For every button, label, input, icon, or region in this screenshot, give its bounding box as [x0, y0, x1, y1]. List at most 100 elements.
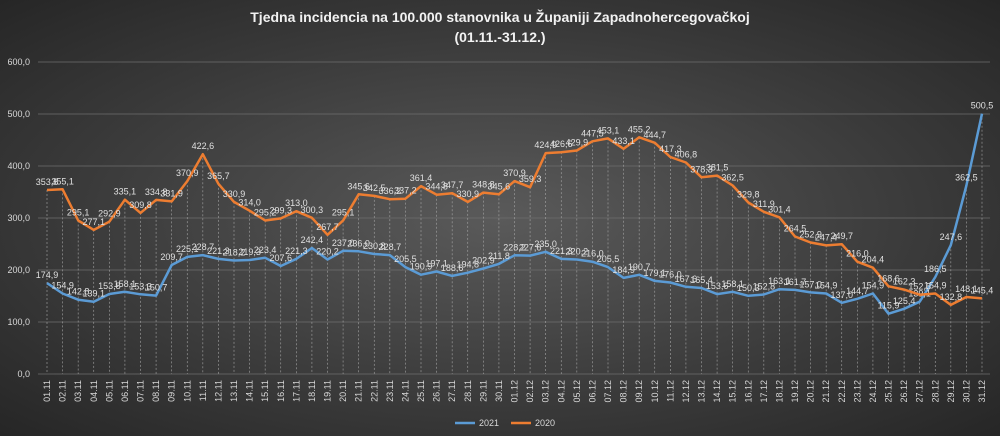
data-label: 194,8 — [456, 260, 479, 270]
data-label: 362,5 — [955, 173, 978, 183]
x-tick-label: 16.11 — [276, 380, 286, 402]
data-label: 205,5 — [394, 254, 417, 264]
data-label: 300,3 — [301, 205, 324, 215]
data-label: 218,2 — [223, 248, 246, 258]
data-label: 453,1 — [597, 125, 620, 135]
x-tick-label: 06.11 — [120, 380, 130, 402]
data-label: 154,9 — [815, 280, 838, 290]
x-tick-label: 18.12 — [774, 380, 784, 403]
data-label: 145,4 — [971, 285, 994, 295]
y-tick-label: 200,0 — [7, 265, 30, 275]
data-label: 190,7 — [628, 262, 651, 272]
data-label: 406,8 — [675, 149, 698, 159]
data-label: 230,8 — [363, 241, 386, 251]
series-line — [46, 136, 983, 307]
data-label: 154,9 — [924, 280, 947, 290]
x-tick-label: 14.11 — [245, 380, 255, 402]
data-label: 223,4 — [254, 245, 277, 255]
data-label: 295,2 — [254, 207, 277, 217]
data-label: 202,9 — [472, 255, 495, 265]
data-label: 207,6 — [269, 253, 292, 263]
data-label: 165,4 — [690, 275, 713, 285]
x-tick-label: 05.11 — [104, 380, 114, 402]
x-tick-label: 28.12 — [930, 380, 940, 403]
data-label: 162,3 — [893, 277, 916, 287]
data-label: 176,0 — [659, 269, 682, 279]
data-label: 361,4 — [410, 173, 433, 183]
data-label: 249,7 — [830, 231, 853, 241]
data-label: 378,3 — [690, 164, 713, 174]
data-label: 221,3 — [285, 246, 308, 256]
data-label: 153,8 — [98, 281, 121, 291]
y-tick-label: 0,0 — [17, 369, 30, 379]
data-label: 236,0 — [347, 238, 370, 248]
data-label: 344,8 — [425, 182, 448, 192]
legend-label: 2021 — [479, 418, 499, 428]
x-tick-label: 08.11 — [151, 380, 161, 402]
data-label: 163,1 — [768, 276, 791, 286]
data-label: 168,6 — [877, 273, 900, 283]
x-tick-label: 04.11 — [89, 380, 99, 402]
data-label: 301,4 — [768, 204, 791, 214]
x-tick-label: 29.12 — [946, 380, 956, 403]
data-label: 355,1 — [51, 176, 74, 186]
data-label: 337,2 — [394, 186, 417, 196]
x-tick-label: 21.12 — [821, 380, 831, 403]
data-label: 252,9 — [799, 229, 822, 239]
data-label: 228,7 — [192, 242, 215, 252]
x-tick-label: 25.12 — [884, 380, 894, 403]
data-label: 139,1 — [82, 289, 105, 299]
data-label: 152,8 — [753, 282, 776, 292]
data-label: 237,0 — [332, 238, 355, 248]
x-tick-label: 07.12 — [603, 380, 613, 403]
data-label: 150,3 — [737, 283, 760, 293]
data-label: 115,9 — [878, 301, 900, 311]
x-tick-label: 23.12 — [852, 380, 862, 403]
data-label: 429,9 — [566, 137, 589, 147]
data-label: 370,9 — [503, 168, 526, 178]
data-label: 264,5 — [784, 223, 807, 233]
data-label: 221,3 — [207, 246, 230, 256]
x-tick-label: 04.12 — [556, 380, 566, 403]
data-label: 211,8 — [488, 251, 510, 261]
x-tick-label: 12.11 — [213, 380, 223, 402]
data-label: 188,6 — [441, 263, 464, 273]
data-label: 455,2 — [628, 124, 651, 134]
data-label: 309,8 — [129, 200, 152, 210]
x-tick-label: 25.11 — [416, 380, 426, 402]
data-label: 209,7 — [160, 252, 183, 262]
x-tick-label: 19.12 — [790, 380, 800, 403]
x-tick-label: 03.11 — [73, 380, 83, 402]
x-tick-label: 17.11 — [291, 380, 301, 402]
data-label: 313,0 — [285, 198, 308, 208]
data-label: 247,6 — [940, 232, 963, 242]
data-label: 152,5 — [908, 282, 931, 292]
x-tick-label: 11.11 — [198, 380, 208, 401]
chart-subtitle: (01.11.-31.12.) — [454, 29, 545, 45]
data-label: 205,5 — [597, 254, 620, 264]
data-label: 137,0 — [830, 290, 853, 300]
data-label: 228,2 — [503, 242, 526, 252]
data-label: 132,8 — [940, 292, 963, 302]
data-label: 228,7 — [379, 242, 402, 252]
x-tick-label: 20.11 — [338, 380, 348, 402]
x-tick-label: 26.11 — [432, 380, 442, 402]
data-label: 424,9 — [534, 140, 557, 150]
data-label: 345,6 — [488, 181, 511, 191]
data-label: 179,1 — [643, 268, 666, 278]
x-tick-label: 01.11 — [42, 380, 52, 402]
x-tick-label: 31.12 — [977, 380, 987, 403]
y-tick-label: 600,0 — [7, 57, 30, 67]
x-tick-label: 09.11 — [167, 380, 177, 402]
data-label: 220,2 — [316, 246, 339, 256]
data-label: 167,6 — [675, 274, 698, 284]
data-label: 153,6 — [706, 281, 729, 291]
x-tick-label: 17.12 — [759, 380, 769, 403]
data-label: 242,4 — [301, 235, 324, 245]
x-tick-label: 10.11 — [182, 380, 192, 402]
x-tick-label: 13.11 — [229, 380, 239, 402]
data-label: 154,9 — [862, 280, 885, 290]
x-tick-label: 21.11 — [354, 380, 364, 402]
x-tick-label: 30.12 — [961, 380, 971, 403]
